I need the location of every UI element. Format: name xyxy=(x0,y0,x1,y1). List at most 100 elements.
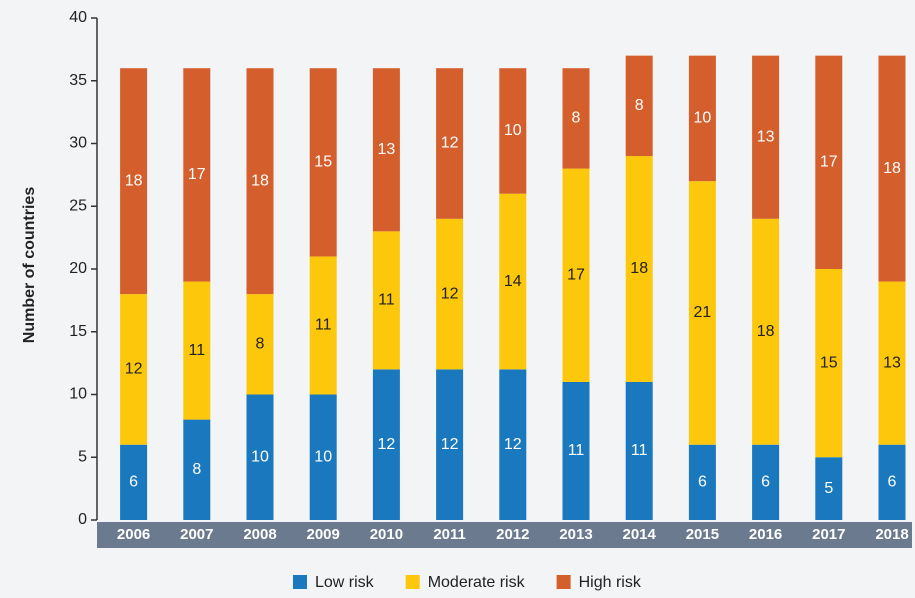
bar-segment xyxy=(309,394,337,520)
bar-segment xyxy=(625,55,653,157)
y-tick-label: 40 xyxy=(69,9,87,26)
x-tick-label: 2007 xyxy=(180,526,213,543)
x-tick-label: 2011 xyxy=(433,526,466,543)
bar-segment xyxy=(120,68,148,295)
data-label: 11 xyxy=(568,442,585,459)
x-tick-label: 2010 xyxy=(370,526,403,543)
x-tick-label: 2008 xyxy=(243,526,276,543)
y-tick-label: 35 xyxy=(69,72,87,89)
data-label: 18 xyxy=(125,172,143,189)
y-tick-label: 5 xyxy=(78,448,87,465)
bar-segment xyxy=(625,156,653,382)
x-tick-label: 2012 xyxy=(496,526,529,543)
data-label: 14 xyxy=(504,273,522,290)
x-tick-label: 2013 xyxy=(559,526,592,543)
data-label: 8 xyxy=(192,461,201,478)
data-label: 10 xyxy=(504,122,522,139)
data-label: 10 xyxy=(314,448,332,465)
bar-segment xyxy=(246,68,274,295)
data-label: 12 xyxy=(125,361,143,378)
bar-segment xyxy=(878,281,906,445)
bar-segment xyxy=(120,294,148,445)
x-axis-band xyxy=(97,522,912,548)
data-label: 12 xyxy=(378,436,396,453)
data-label: 8 xyxy=(572,110,581,127)
bar-segment xyxy=(372,68,400,232)
bar-segment xyxy=(499,193,527,370)
bar-segment xyxy=(309,68,337,257)
legend-label: High risk xyxy=(579,574,642,591)
bar-segment xyxy=(562,381,590,520)
bar-segment xyxy=(436,369,464,520)
data-label: 8 xyxy=(635,97,644,114)
bar-segment xyxy=(878,55,906,282)
legend-swatch xyxy=(556,575,571,589)
data-label: 12 xyxy=(441,436,459,453)
data-label: 17 xyxy=(820,154,838,171)
bar-segment xyxy=(688,181,716,445)
bar-segment xyxy=(309,256,337,395)
data-label: 18 xyxy=(251,172,269,189)
data-label: 21 xyxy=(694,304,712,321)
bar-segment xyxy=(752,55,780,219)
y-tick-label: 25 xyxy=(69,197,87,214)
bar-segment xyxy=(752,444,780,520)
data-label: 13 xyxy=(757,128,775,145)
data-label: 12 xyxy=(504,436,522,453)
bar-segment xyxy=(562,168,590,382)
x-tick-label: 2015 xyxy=(686,526,719,543)
bar-segment xyxy=(246,294,274,395)
data-label: 17 xyxy=(188,166,206,183)
bar-segment xyxy=(183,419,211,520)
bar-segment xyxy=(372,369,400,520)
x-tick-label: 2018 xyxy=(875,526,908,543)
x-tick-label: 2016 xyxy=(749,526,782,543)
bar-segment xyxy=(688,444,716,520)
bar-segment xyxy=(625,381,653,520)
bar-segment xyxy=(815,55,843,270)
bar-segment xyxy=(120,444,148,520)
data-label: 6 xyxy=(888,474,897,491)
x-tick-label: 2006 xyxy=(117,526,150,543)
bar-segment xyxy=(436,218,464,370)
bar-segment xyxy=(815,269,843,458)
x-tick-label: 2014 xyxy=(623,526,657,543)
bar-segment xyxy=(499,68,527,194)
y-tick-label: 30 xyxy=(69,135,87,152)
data-label: 6 xyxy=(129,474,138,491)
data-label: 18 xyxy=(757,323,775,340)
data-label: 5 xyxy=(824,480,833,497)
data-label: 11 xyxy=(631,442,648,459)
data-label: 11 xyxy=(315,317,332,334)
y-tick-label: 15 xyxy=(69,323,87,340)
data-label: 8 xyxy=(256,336,265,353)
y-tick-label: 20 xyxy=(69,260,87,277)
data-label: 11 xyxy=(188,342,205,359)
data-label: 12 xyxy=(441,135,459,152)
y-axis-title: Number of countries xyxy=(21,187,38,344)
bar-segment xyxy=(436,68,464,219)
bar-segment xyxy=(183,68,211,282)
y-tick-label: 10 xyxy=(69,386,87,403)
y-tick-label: 0 xyxy=(78,511,87,528)
bar-segment xyxy=(815,457,843,520)
data-label: 6 xyxy=(761,474,770,491)
data-label: 15 xyxy=(314,154,332,171)
bar-segment xyxy=(688,55,716,182)
x-tick-label: 2009 xyxy=(307,526,340,543)
data-label: 15 xyxy=(820,354,838,371)
bar-segment xyxy=(878,444,906,520)
bar-segment xyxy=(372,231,400,370)
legend-label: Low risk xyxy=(315,574,375,591)
data-label: 13 xyxy=(378,141,396,158)
legend-swatch xyxy=(405,575,420,589)
data-label: 13 xyxy=(883,354,901,371)
x-tick-label: 2017 xyxy=(812,526,845,543)
data-label: 10 xyxy=(251,448,269,465)
bar-segment xyxy=(246,394,274,520)
data-label: 17 xyxy=(567,266,585,283)
data-label: 6 xyxy=(698,474,707,491)
legend-label: Moderate risk xyxy=(428,574,526,591)
data-label: 11 xyxy=(378,292,395,309)
